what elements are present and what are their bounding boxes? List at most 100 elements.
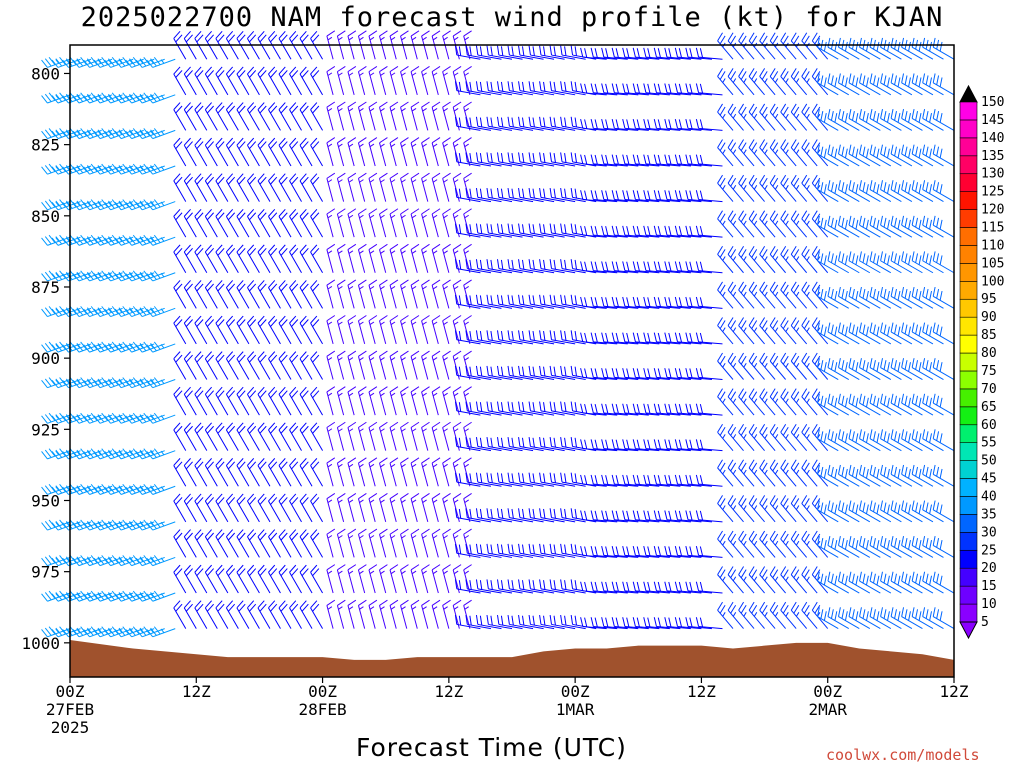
wind-barb bbox=[125, 56, 155, 68]
wind-barb bbox=[922, 500, 944, 523]
wind-barb bbox=[497, 187, 523, 203]
wind-barb bbox=[379, 279, 388, 309]
wind-barb bbox=[146, 199, 176, 211]
wind-barb bbox=[664, 190, 691, 203]
wind-barb bbox=[560, 437, 586, 452]
wind-barb bbox=[507, 45, 534, 60]
wind-barb bbox=[379, 599, 388, 629]
wind-barb bbox=[125, 626, 155, 638]
wind-barb bbox=[922, 251, 944, 274]
wind-barb bbox=[769, 68, 787, 96]
wind-barb bbox=[183, 315, 197, 345]
wind-barb bbox=[643, 83, 670, 96]
wind-barb bbox=[257, 564, 271, 594]
wind-barb bbox=[859, 536, 881, 558]
wind-barb bbox=[507, 401, 534, 416]
wind-barb bbox=[911, 73, 934, 96]
wind-barb bbox=[194, 31, 208, 60]
wind-barb bbox=[518, 472, 544, 487]
wind-barb bbox=[890, 358, 913, 380]
wind-barb bbox=[497, 81, 523, 96]
wind-barb bbox=[83, 483, 113, 495]
wind-barb bbox=[236, 600, 250, 629]
wind-barb bbox=[454, 543, 481, 558]
wind-barb bbox=[560, 543, 586, 558]
colorbar-swatch bbox=[959, 532, 978, 551]
y-tick-label: 1000 bbox=[21, 634, 60, 653]
wind-barb bbox=[336, 528, 346, 558]
wind-barb bbox=[601, 581, 628, 594]
wind-barb bbox=[299, 173, 313, 202]
wind-barb bbox=[695, 83, 723, 96]
wind-barb bbox=[421, 208, 430, 238]
wind-barb bbox=[632, 439, 660, 452]
wind-barb bbox=[114, 341, 144, 353]
wind-barb bbox=[717, 495, 734, 523]
wind-barb bbox=[549, 223, 576, 238]
wind-barb bbox=[890, 429, 913, 452]
wind-barb bbox=[486, 437, 513, 452]
wind-barb bbox=[421, 30, 430, 60]
wind-barb bbox=[674, 368, 702, 381]
wind-barb bbox=[790, 388, 808, 416]
wind-barb bbox=[400, 421, 409, 451]
wind-barb bbox=[289, 173, 302, 202]
credit-link[interactable]: coolwx.com/models bbox=[826, 746, 980, 764]
wind-barb bbox=[738, 530, 755, 558]
wind-barb bbox=[748, 210, 765, 238]
wind-barb bbox=[326, 350, 336, 380]
wind-barb bbox=[790, 317, 808, 345]
wind-barb bbox=[246, 422, 260, 451]
wind-barb bbox=[173, 564, 187, 594]
wind-barb bbox=[674, 47, 702, 60]
wind-barb bbox=[869, 393, 892, 416]
wind-barbs bbox=[41, 30, 955, 638]
wind-barb bbox=[911, 180, 934, 203]
wind-barb bbox=[507, 294, 534, 309]
wind-barb bbox=[890, 393, 913, 416]
wind-barb bbox=[146, 519, 176, 531]
wind-barb bbox=[685, 617, 712, 630]
wind-barb bbox=[869, 429, 892, 452]
wind-barb bbox=[475, 152, 502, 167]
wind-barb bbox=[738, 495, 755, 523]
wind-barb bbox=[497, 259, 523, 274]
wind-barb bbox=[146, 163, 176, 175]
wind-barb bbox=[421, 137, 430, 167]
wind-barb bbox=[738, 68, 755, 96]
wind-barb bbox=[431, 457, 441, 487]
wind-barb bbox=[632, 296, 660, 309]
wind-barb bbox=[827, 322, 850, 345]
wind-barb bbox=[299, 66, 313, 96]
wind-barb bbox=[695, 545, 723, 558]
wind-barb bbox=[518, 365, 544, 380]
wind-barb bbox=[125, 306, 155, 318]
wind-barb bbox=[590, 190, 618, 203]
wind-barb bbox=[848, 571, 871, 594]
wind-barb bbox=[278, 173, 292, 202]
wind-barb bbox=[769, 601, 787, 629]
wind-barb bbox=[246, 66, 260, 96]
wind-barb bbox=[838, 571, 860, 594]
wind-barb bbox=[507, 259, 534, 274]
wind-barb bbox=[236, 315, 250, 345]
wind-barb bbox=[135, 306, 165, 318]
wind-barb bbox=[236, 244, 250, 273]
wind-barb bbox=[790, 103, 808, 131]
wind-barb bbox=[560, 579, 586, 594]
wind-barb bbox=[932, 536, 955, 558]
wind-barb bbox=[336, 421, 346, 451]
colorbar-label: 30 bbox=[981, 525, 997, 540]
wind-barb bbox=[389, 65, 399, 95]
wind-barb bbox=[51, 199, 81, 211]
wind-barb bbox=[236, 422, 250, 451]
wind-barb bbox=[114, 519, 144, 531]
wind-barb bbox=[497, 543, 523, 558]
wind-barb bbox=[880, 251, 902, 274]
wind-barb bbox=[135, 377, 165, 389]
wind-barb bbox=[780, 352, 797, 380]
wind-barb bbox=[859, 215, 881, 238]
wind-barb bbox=[299, 280, 313, 309]
wind-barb bbox=[135, 163, 165, 175]
wind-barb bbox=[801, 281, 818, 309]
